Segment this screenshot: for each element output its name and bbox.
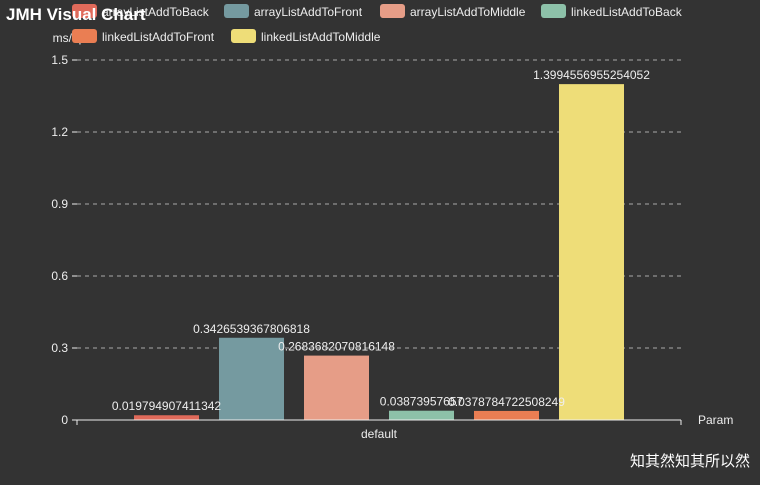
y-tick-label: 1.5 xyxy=(51,53,68,67)
legend-swatch xyxy=(380,4,405,18)
data-label-arrayListAddToMiddle: 0.2683682070816148 xyxy=(278,340,395,354)
grid-layer: 0 0.3 0.6 0.9 1.2 1.5 xyxy=(51,53,682,427)
legend-item-arrayListAddToBack[interactable]: arrayListAddToBack xyxy=(72,4,210,19)
legend-label: linkedListAddToMiddle xyxy=(261,30,381,44)
legend-item-arrayListAddToFront[interactable]: arrayListAddToFront xyxy=(224,4,363,19)
legend-swatch xyxy=(231,29,256,43)
legend-label: arrayListAddToMiddle xyxy=(410,5,526,19)
legend-swatch xyxy=(224,4,249,18)
data-label-layer: 0.019794907411342 0.3426539367806818 0.268… xyxy=(112,68,650,413)
legend-item-arrayListAddToMiddle[interactable]: arrayListAddToMiddle xyxy=(380,4,526,19)
x-tick-label: default xyxy=(361,427,398,441)
legend[interactable]: arrayListAddToBack arrayListAddToFront arr… xyxy=(72,4,683,44)
watermark-text: 知其然知其所以然 xyxy=(630,453,750,470)
bar-arrayListAddToMiddle[interactable] xyxy=(304,355,369,420)
data-label-linkedListAddToBack: 0.03873957657 xyxy=(380,395,464,409)
bar-layer xyxy=(134,84,624,421)
bar-linkedListAddToBack[interactable] xyxy=(389,410,454,420)
y-tick-label: 0 xyxy=(61,413,68,427)
bar-linkedListAddToMiddle[interactable] xyxy=(559,84,624,421)
data-label-arrayListAddToBack: 0.019794907411342 xyxy=(112,399,222,413)
y-tick-label: 0.9 xyxy=(51,197,68,211)
legend-swatch xyxy=(541,4,566,18)
bar-arrayListAddToFront[interactable] xyxy=(219,337,284,420)
axis-layer: Param default ms/op xyxy=(53,31,734,441)
y-tick-label: 0.3 xyxy=(51,341,68,355)
legend-label: arrayListAddToFront xyxy=(254,5,363,19)
bar-linkedListAddToFront[interactable] xyxy=(474,410,539,420)
legend-swatch xyxy=(72,4,97,18)
legend-swatch xyxy=(72,29,97,43)
legend-label: linkedListAddToBack xyxy=(571,5,683,19)
data-label-linkedListAddToMiddle: 1.3994556955254052 xyxy=(533,68,650,82)
legend-label: arrayListAddToBack xyxy=(102,5,210,19)
x-axis-title: Param xyxy=(698,413,733,427)
y-tick-label: 1.2 xyxy=(51,125,68,139)
data-label-arrayListAddToFront: 0.3426539367806818 xyxy=(193,322,310,336)
legend-label: linkedListAddToFront xyxy=(102,30,215,44)
legend-item-linkedListAddToFront[interactable]: linkedListAddToFront xyxy=(72,29,215,44)
legend-item-linkedListAddToBack[interactable]: linkedListAddToBack xyxy=(541,4,683,19)
y-tick-label: 0.6 xyxy=(51,269,68,283)
data-label-linkedListAddToFront: 0.0378784722508249 xyxy=(448,395,565,409)
legend-item-linkedListAddToMiddle[interactable]: linkedListAddToMiddle xyxy=(231,29,381,44)
chart-title: JMH Visual Chart xyxy=(6,5,146,24)
bar-arrayListAddToBack[interactable] xyxy=(134,415,199,420)
